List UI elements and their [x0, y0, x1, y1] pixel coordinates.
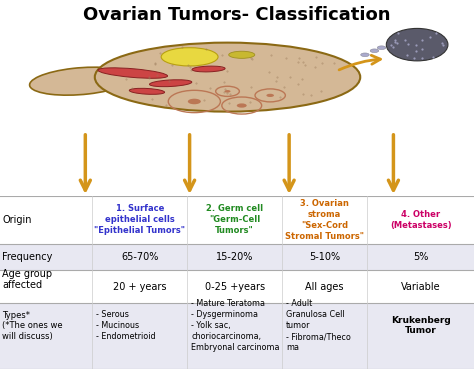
Text: Origin: Origin: [2, 215, 32, 225]
Circle shape: [377, 46, 386, 49]
Text: 15-20%: 15-20%: [216, 252, 253, 262]
Text: 65-70%: 65-70%: [121, 252, 158, 262]
Circle shape: [361, 53, 369, 56]
Ellipse shape: [149, 80, 192, 87]
Text: 4. Other
(Metastases): 4. Other (Metastases): [390, 210, 452, 230]
Text: - Serous
- Mucinous
- Endometrioid: - Serous - Mucinous - Endometrioid: [96, 310, 156, 341]
Ellipse shape: [386, 28, 448, 61]
Text: Age group
affected: Age group affected: [2, 269, 53, 290]
Bar: [0, 244, 474, 270]
Ellipse shape: [161, 48, 218, 66]
Ellipse shape: [228, 51, 255, 58]
Circle shape: [370, 49, 379, 52]
Bar: [0, 196, 474, 244]
Text: 5%: 5%: [413, 252, 428, 262]
Bar: [0, 303, 474, 369]
Text: All ages: All ages: [305, 282, 344, 292]
Text: 3. Ovarian
stroma
"Sex-Cord
Stromal Tumors": 3. Ovarian stroma "Sex-Cord Stromal Tumo…: [285, 199, 364, 241]
Text: Frequency: Frequency: [2, 252, 53, 262]
Text: Types*
(*The ones we
will discuss): Types* (*The ones we will discuss): [2, 311, 63, 341]
Bar: [0, 270, 474, 303]
Text: Ovarian Tumors- Classification: Ovarian Tumors- Classification: [83, 6, 391, 24]
Circle shape: [237, 103, 246, 108]
Text: 0-25 +years: 0-25 +years: [205, 282, 264, 292]
Text: 1. Surface
epithelial cells
"Epithelial Tumors": 1. Surface epithelial cells "Epithelial …: [94, 204, 185, 235]
Ellipse shape: [98, 68, 167, 78]
Text: Krukenberg
Tumor: Krukenberg Tumor: [391, 316, 451, 335]
Ellipse shape: [95, 42, 360, 111]
Text: 20 + years: 20 + years: [113, 282, 166, 292]
Text: 5-10%: 5-10%: [309, 252, 340, 262]
Ellipse shape: [29, 67, 132, 95]
Circle shape: [188, 99, 201, 104]
Ellipse shape: [129, 88, 164, 94]
Text: 2. Germ cell
"Germ-Cell
Tumors": 2. Germ cell "Germ-Cell Tumors": [206, 204, 263, 235]
Circle shape: [225, 90, 230, 93]
Text: - Mature Teratoma
- Dysgerminoma
- Yolk sac,
choriocarcinoma,
Embryonal carcinom: - Mature Teratoma - Dysgerminoma - Yolk …: [191, 299, 280, 352]
Text: - Adult
Granulosa Cell
tumor
- Fibroma/Theco
ma: - Adult Granulosa Cell tumor - Fibroma/T…: [286, 299, 351, 352]
Text: Variable: Variable: [401, 282, 440, 292]
Circle shape: [266, 94, 274, 97]
Ellipse shape: [192, 66, 225, 72]
